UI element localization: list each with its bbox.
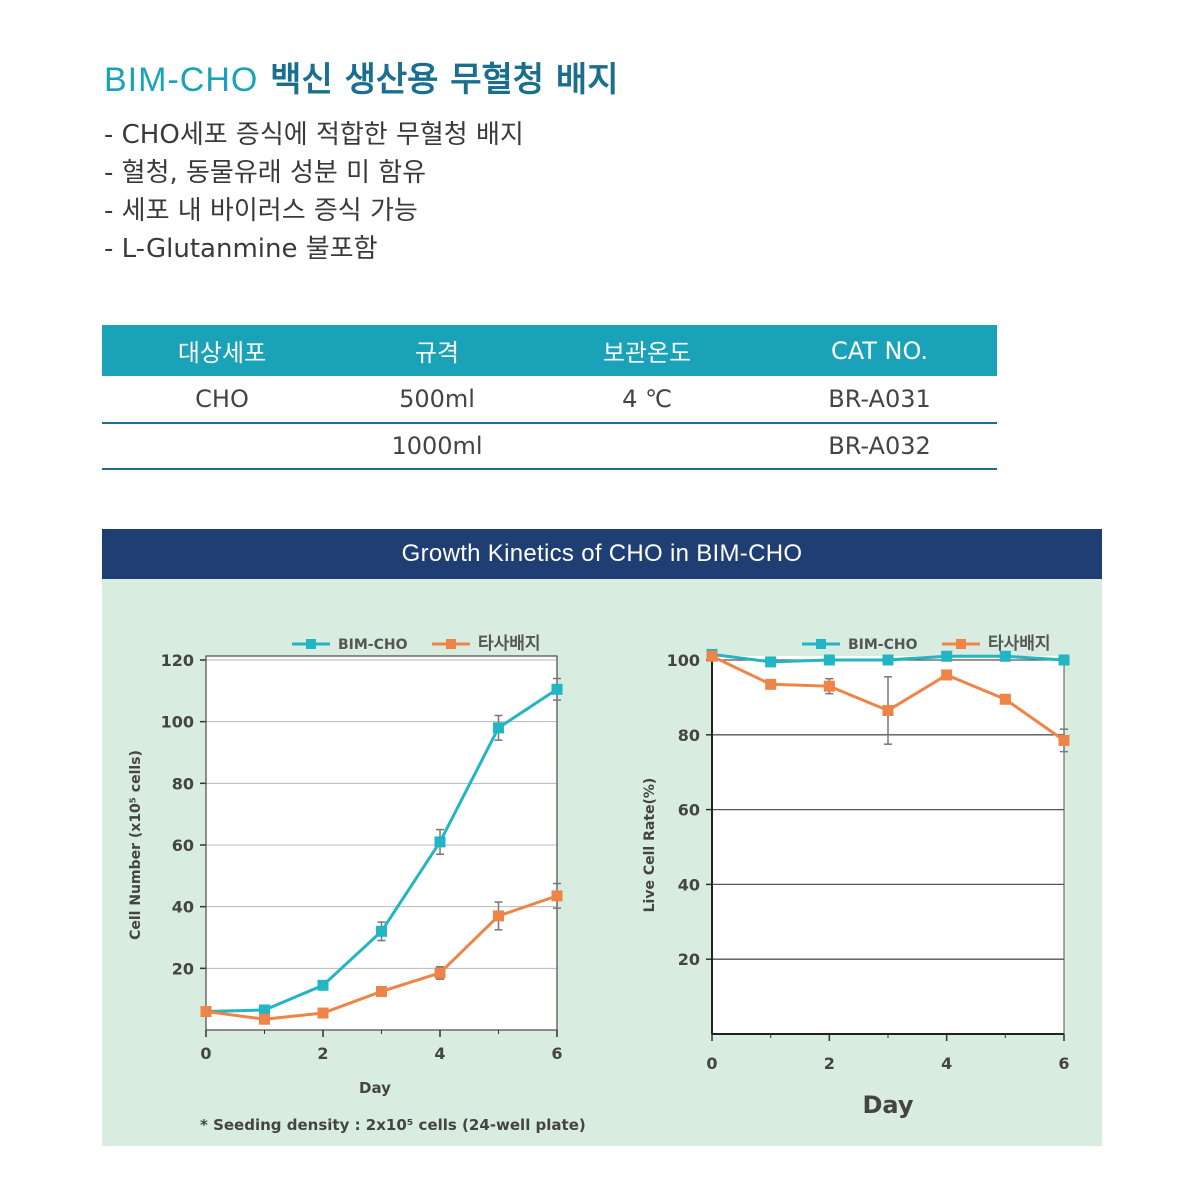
data-point [999, 693, 1011, 705]
spec-header-cell: 보관온도 [532, 325, 762, 376]
feature-list: - CHO세포 증식에 적합한 무혈청 배지 - 혈청, 동물유래 성분 미 함… [104, 116, 524, 268]
legend-marker [816, 639, 826, 649]
x-tick-label: 4 [941, 1054, 952, 1073]
data-point [551, 683, 563, 695]
table-cell [532, 423, 762, 470]
spec-header-cell: CAT NO. [762, 325, 997, 376]
x-tick-label: 6 [1058, 1054, 1069, 1073]
table-cell: 1000ml [342, 423, 532, 470]
data-point [882, 654, 894, 666]
x-tick-label: 2 [317, 1044, 328, 1063]
table-cell [102, 423, 342, 470]
data-point [259, 1004, 270, 1016]
data-point [259, 1013, 270, 1025]
table-row: CHO 500ml 4 ℃ BR-A031 [102, 376, 997, 424]
y-tick-label: 100 [667, 651, 700, 670]
x-tick-label: 4 [434, 1044, 445, 1063]
feature-item: - L-Glutanmine 불포함 [104, 234, 378, 264]
feature-item: - CHO세포 증식에 적합한 무혈청 배지 [104, 120, 524, 150]
spec-header-cell: 대상세포 [102, 325, 342, 376]
data-point [376, 985, 387, 997]
legend-label: BIM-CHO [848, 637, 918, 653]
y-tick-label: 20 [678, 950, 700, 969]
table-cell: CHO [102, 376, 342, 424]
data-point [941, 650, 953, 662]
x-tick-label: 0 [706, 1054, 717, 1073]
data-point [999, 650, 1011, 662]
legend-label: BIM-CHO [338, 637, 408, 653]
data-point [823, 654, 835, 666]
spec-header-row: 대상세포 규격 보관온도 CAT NO. [102, 325, 997, 376]
data-point [551, 890, 563, 902]
y-axis-label: Live Cell Rate(%) [642, 778, 658, 913]
page-title: BIM-CHO 백신 생산용 무혈청 배지 [104, 52, 618, 101]
y-tick-label: 80 [678, 726, 700, 745]
x-axis-label: Day [359, 1079, 391, 1097]
table-cell: 500ml [342, 376, 532, 424]
legend-marker [956, 639, 966, 649]
data-point [882, 704, 894, 716]
y-tick-label: 80 [172, 774, 194, 793]
table-cell: BR-A031 [762, 376, 997, 424]
y-tick-label: 20 [172, 959, 194, 978]
y-tick-label: 60 [678, 801, 700, 820]
feature-item: - 세포 내 바이러스 증식 가능 [104, 196, 418, 226]
plot-area-left [206, 656, 557, 1030]
data-point [317, 979, 329, 991]
legend-label: 타사배지 [988, 634, 1051, 654]
y-tick-label: 60 [172, 836, 194, 855]
data-point [823, 680, 835, 692]
growth-panel: Growth Kinetics of CHO in BIM-CHO 20 40 60… [102, 529, 1102, 1146]
brand-name: BIM-CHO [104, 61, 259, 99]
legend-marker [446, 639, 456, 649]
y-tick-label: 120 [161, 651, 194, 670]
x-tick-label: 6 [551, 1044, 562, 1063]
data-point [493, 910, 504, 922]
y-axis-label: Cell Number (x10⁵ cells) [128, 750, 144, 940]
legend-marker [306, 639, 316, 649]
legend-label: 타사배지 [478, 634, 541, 654]
spec-header-cell: 규격 [342, 325, 532, 376]
data-point [317, 1007, 329, 1019]
x-axis-label: Day [862, 1091, 913, 1119]
table-cell: BR-A032 [762, 423, 997, 470]
data-point [1058, 654, 1070, 666]
data-point [434, 967, 446, 979]
y-tick-label: 40 [172, 898, 194, 917]
table-cell: 4 ℃ [532, 376, 762, 424]
spec-table: 대상세포 규격 보관온도 CAT NO. CHO 500ml 4 ℃ BR-A0… [102, 325, 997, 470]
x-tick-label: 0 [200, 1044, 211, 1063]
panel-title: Growth Kinetics of CHO in BIM-CHO [102, 529, 1102, 579]
data-point [1058, 734, 1070, 746]
title-text: 백신 생산용 무혈청 배지 [270, 60, 619, 100]
table-row: 1000ml BR-A032 [102, 423, 997, 470]
x-tick-label: 2 [824, 1054, 835, 1073]
data-point [765, 678, 777, 690]
data-point [941, 669, 953, 681]
y-tick-label: 100 [161, 713, 194, 732]
data-point [200, 1006, 212, 1017]
footnote: * Seeding density : 2x10⁵ cells (24-well… [200, 1116, 586, 1134]
data-point [765, 656, 777, 668]
feature-item: - 혈청, 동물유래 성분 미 함유 [104, 158, 427, 188]
data-point [493, 722, 504, 734]
data-point [706, 650, 718, 662]
y-tick-label: 40 [678, 875, 700, 894]
data-point [434, 836, 446, 848]
data-point [376, 925, 387, 937]
